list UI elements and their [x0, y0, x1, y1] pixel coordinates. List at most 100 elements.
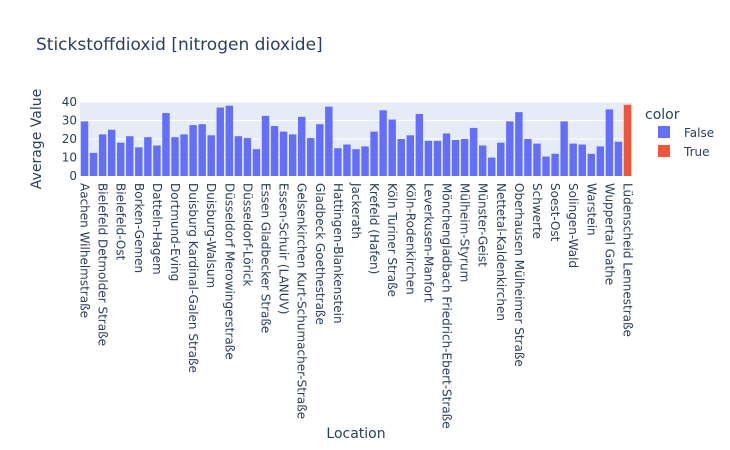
x-tick-label: Krefeld (Hafen) — [367, 183, 381, 274]
x-tick-label: Düsseldorf Merowingerstraße — [222, 183, 236, 360]
y-tick-label: 30 — [62, 114, 77, 128]
bar[interactable] — [352, 149, 360, 176]
x-tick-label: Gelsenkirchen Kurt-Schumacher-Straße — [295, 183, 309, 419]
x-tick-label: Köln Turiner Straße — [385, 183, 399, 297]
bar[interactable] — [297, 116, 306, 176]
bar[interactable] — [198, 124, 206, 176]
bar[interactable] — [252, 149, 261, 176]
bar[interactable] — [551, 153, 559, 176]
bar[interactable] — [307, 138, 315, 176]
bar[interactable] — [180, 134, 188, 176]
bar[interactable] — [117, 142, 125, 176]
bar[interactable] — [533, 143, 541, 176]
bar[interactable] — [614, 141, 623, 176]
bar[interactable] — [361, 146, 369, 176]
x-tick-label: Lüdenscheid Lennestraße — [620, 183, 634, 337]
bar[interactable] — [216, 107, 224, 176]
bar[interactable] — [243, 138, 252, 176]
x-tick-label: Soest-Ost — [548, 183, 562, 242]
bar[interactable] — [189, 125, 197, 176]
bar[interactable] — [162, 113, 170, 176]
bar[interactable] — [415, 114, 424, 176]
x-tick-label: Schwerte — [530, 183, 544, 239]
x-tick-label: Nettetal-Kaldenkirchen — [494, 183, 508, 321]
bar[interactable] — [234, 136, 243, 176]
bar[interactable] — [460, 139, 469, 176]
x-tick-label: Duisburg Kardinal-Galen Straße — [186, 183, 200, 373]
x-tick-labels: Aachen Wilhelmstraße Bielefeld Detmolder … — [78, 182, 635, 429]
bar[interactable] — [542, 156, 550, 176]
bar[interactable] — [623, 104, 632, 176]
x-tick-label: Düsseldorf-Lörick — [240, 183, 254, 287]
bar[interactable] — [126, 136, 134, 176]
legend-swatch-false — [658, 126, 670, 138]
legend-title: color — [645, 107, 680, 123]
bar[interactable] — [497, 142, 505, 176]
bar[interactable] — [370, 131, 378, 176]
x-tick-label: Bielefeld-Ost — [114, 183, 128, 261]
bar[interactable] — [334, 148, 342, 176]
bar[interactable] — [135, 147, 143, 176]
bar[interactable] — [560, 121, 568, 176]
bar[interactable] — [433, 140, 442, 176]
legend-item-true[interactable]: True — [658, 145, 710, 159]
bar[interactable] — [406, 135, 415, 176]
bar[interactable] — [478, 145, 487, 176]
bar[interactable] — [569, 143, 577, 176]
bar[interactable] — [261, 115, 270, 176]
bar[interactable] — [270, 126, 279, 176]
bar[interactable] — [89, 152, 98, 176]
x-tick-label: Oberhausen Mülheimer Straße — [512, 183, 526, 367]
bar[interactable] — [288, 134, 297, 176]
bar[interactable] — [596, 146, 605, 176]
bar[interactable] — [98, 134, 107, 176]
bar[interactable] — [515, 112, 523, 176]
bar[interactable] — [379, 110, 387, 176]
x-tick-label: Warstein — [584, 183, 598, 236]
bar[interactable] — [524, 139, 532, 176]
x-tick-label: Solingen-Wald — [566, 183, 580, 268]
bar[interactable] — [605, 109, 614, 176]
legend-swatch-true — [658, 145, 670, 157]
bar[interactable] — [107, 129, 116, 176]
x-tick-label: Wuppertal Gathe — [602, 183, 616, 285]
x-tick-label: Duisburg-Walsum — [204, 183, 218, 288]
bar[interactable] — [279, 131, 288, 176]
bar[interactable] — [144, 137, 152, 176]
x-tick-label: Mönchengladbach Friedrich-Ebert-Straße — [439, 183, 453, 429]
legend-label-false: False — [684, 126, 714, 140]
x-tick-label: Jackerath — [349, 182, 363, 239]
bar[interactable] — [325, 106, 333, 176]
bar[interactable] — [587, 153, 595, 176]
bar[interactable] — [506, 121, 514, 176]
bar[interactable] — [424, 140, 433, 176]
bar[interactable] — [153, 145, 161, 176]
bar[interactable] — [225, 105, 234, 176]
x-tick-label: Essen-Schuir (LANUV) — [277, 183, 291, 314]
bar[interactable] — [171, 137, 179, 176]
x-tick-label: Münster-Geist — [476, 183, 490, 267]
bar[interactable] — [207, 135, 215, 176]
legend-item-false[interactable]: False — [658, 126, 714, 140]
legend-label-true: True — [683, 145, 710, 159]
bar[interactable] — [488, 157, 496, 177]
bar[interactable] — [316, 124, 324, 176]
bar[interactable] — [397, 139, 405, 176]
bar[interactable] — [80, 121, 89, 176]
bar[interactable] — [469, 127, 478, 176]
x-tick-label: Aachen Wilhelmstraße — [78, 183, 92, 318]
x-tick-label: Köln-Rodenkirchen — [403, 183, 417, 295]
x-axis-title: Location — [326, 426, 385, 442]
x-tick-label: Datteln-Hagem — [150, 183, 164, 275]
y-tick-label: 0 — [69, 169, 77, 183]
bar[interactable] — [442, 133, 451, 176]
x-tick-label: Gladbeck Goethestraße — [313, 183, 327, 325]
x-tick-label: Borken-Gemen — [132, 183, 146, 273]
bar[interactable] — [451, 139, 460, 176]
bar[interactable] — [388, 119, 396, 176]
legend: color False True — [645, 107, 714, 159]
bar[interactable] — [578, 144, 586, 176]
x-tick-label: Mülheim-Styrum — [458, 183, 472, 282]
y-tick-label: 10 — [62, 151, 77, 165]
bar[interactable] — [343, 144, 351, 176]
